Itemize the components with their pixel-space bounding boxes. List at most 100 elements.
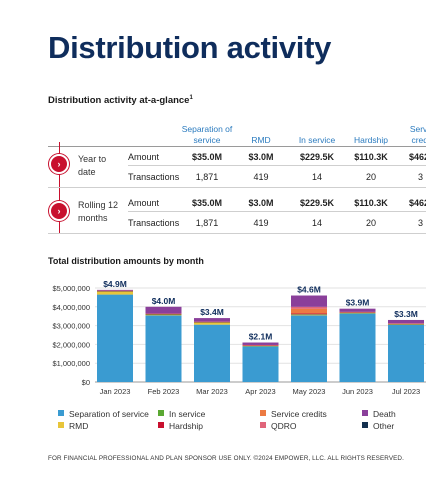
r12-amount-separation: $35.0M	[191, 198, 223, 208]
r12-tx-in-service: 14	[311, 218, 322, 228]
legend-swatch	[58, 422, 64, 428]
bar-segment	[242, 342, 279, 345]
bar-segment	[194, 324, 230, 382]
bar-segment	[388, 319, 424, 324]
row-label-rolling: Rolling 12 months	[78, 200, 119, 223]
bar-segment	[291, 308, 327, 314]
row-divider	[128, 165, 426, 166]
bar-segment	[339, 308, 376, 312]
transactions-label: Transactions	[128, 218, 180, 228]
transactions-label: Transactions	[128, 172, 180, 182]
timeline-line	[59, 142, 60, 234]
r12-amount-rmd: $3.0M	[248, 198, 274, 208]
bar-segment	[194, 322, 230, 323]
ytd-amount-hardship: $110.3K	[354, 152, 388, 162]
r12-tx-hardship: 20	[365, 218, 376, 228]
bar-segment	[194, 322, 230, 325]
y-tick-label: $2,000,000	[52, 340, 90, 349]
ytd-amount-rmd: $3.0M	[248, 152, 274, 162]
x-tick-label: Feb 2023	[148, 387, 180, 396]
bar-total-label: $4.0M	[152, 296, 176, 306]
legend-item-separation: Separation of service	[58, 409, 149, 419]
bar-segment	[291, 313, 327, 315]
bar-segment	[97, 291, 133, 295]
ytd-tx-in-service: 14	[311, 172, 322, 182]
chart-title: Total distribution amounts by month	[48, 256, 204, 266]
legend-swatch	[158, 410, 164, 416]
ytd-tx-hardship: 20	[365, 172, 376, 182]
row-label-ytd: Year to date	[78, 154, 107, 177]
amount-label: Amount	[128, 198, 160, 208]
bar-segment	[291, 315, 327, 382]
y-tick-label: $3,000,000	[52, 322, 90, 331]
bar-segment	[339, 312, 376, 314]
legend-item-hardship: Hardship	[158, 421, 203, 431]
legend-swatch	[260, 422, 266, 428]
bar-total-label: $3.9M	[346, 298, 370, 308]
x-tick-label: Apr 2023	[245, 387, 275, 396]
section-divider	[48, 233, 426, 234]
col-header-in-service: In service	[298, 135, 336, 145]
bar-segment	[194, 321, 230, 323]
bar-segment	[97, 289, 133, 291]
bar-segment	[97, 294, 133, 382]
bar-segment	[291, 306, 327, 309]
legend-item-service-credits: Service credits	[260, 409, 327, 419]
bar-total-label: $2.1M	[249, 332, 273, 342]
table-divider	[48, 146, 426, 147]
y-tick-label: $0	[82, 378, 90, 387]
x-tick-label: Mar 2023	[196, 387, 228, 396]
y-tick-label: $5,000,000	[52, 284, 90, 293]
legend-swatch	[158, 422, 164, 428]
x-tick-label: Jan 2023	[100, 387, 131, 396]
bar-segment	[291, 314, 327, 316]
col-header-separation: Separation of service	[181, 124, 233, 145]
bar-total-label: $3.3M	[394, 309, 418, 319]
bar-segment	[388, 323, 424, 324]
r12-amount-in-service: $229.5K	[299, 198, 335, 208]
bar-segment	[194, 318, 230, 322]
legend-swatch	[58, 410, 64, 416]
r12-tx-rmd: 419	[253, 218, 269, 228]
bar-segment	[291, 314, 327, 315]
r12-tx-separation: 1,871	[195, 218, 219, 228]
bar-segment	[145, 314, 182, 316]
bar-segment	[145, 314, 182, 316]
col-header-rmd: RMD	[251, 135, 271, 145]
bar-segment	[145, 306, 182, 314]
glance-title: Distribution activity at-a-glance1	[48, 95, 193, 107]
x-tick-label: Jul 2023	[392, 387, 420, 396]
legend-item-qdro: QDRO	[260, 421, 297, 431]
arrow-right-icon: ›	[49, 154, 69, 174]
bar-segment	[97, 290, 133, 292]
bar-segment	[97, 291, 133, 292]
bar-segment	[242, 346, 279, 382]
ytd-amount-service-credits: $462	[409, 152, 426, 162]
bar-total-label: $4.9M	[103, 279, 127, 289]
footer-disclaimer: FOR FINANCIAL PROFESSIONAL AND PLAN SPON…	[48, 455, 404, 462]
r12-amount-hardship: $110.3K	[354, 198, 388, 208]
col-header-hardship: Hardship	[353, 135, 389, 145]
ytd-amount-separation: $35.0M	[191, 152, 223, 162]
bar-segment	[145, 313, 182, 315]
section-divider	[48, 187, 426, 188]
ytd-tx-service-credits: 3	[418, 172, 424, 182]
bar-total-label: $4.6M	[297, 285, 321, 295]
ytd-tx-rmd: 419	[253, 172, 269, 182]
page-title: Distribution activity	[48, 30, 332, 65]
bar-segment	[242, 344, 279, 346]
col-header-service-credits: Service credits	[409, 124, 426, 145]
r12-amount-service-credits: $462	[409, 198, 426, 208]
ytd-amount-in-service: $229.5K	[299, 152, 335, 162]
y-tick-label: $4,000,000	[52, 303, 90, 312]
x-tick-label: May 2023	[293, 387, 326, 396]
r12-tx-service-credits: 3	[418, 218, 424, 228]
legend-item-other: Other	[362, 421, 394, 431]
legend-item-in-service: In service	[158, 409, 205, 419]
legend-swatch	[260, 410, 266, 416]
legend-swatch	[362, 422, 368, 428]
distribution-chart: $0 $1,000,000 $2,000,000 $3,000,000 $4,000,0…	[52, 279, 426, 396]
bar-segment	[242, 345, 279, 347]
amount-label: Amount	[128, 152, 160, 162]
row-divider	[128, 211, 426, 212]
